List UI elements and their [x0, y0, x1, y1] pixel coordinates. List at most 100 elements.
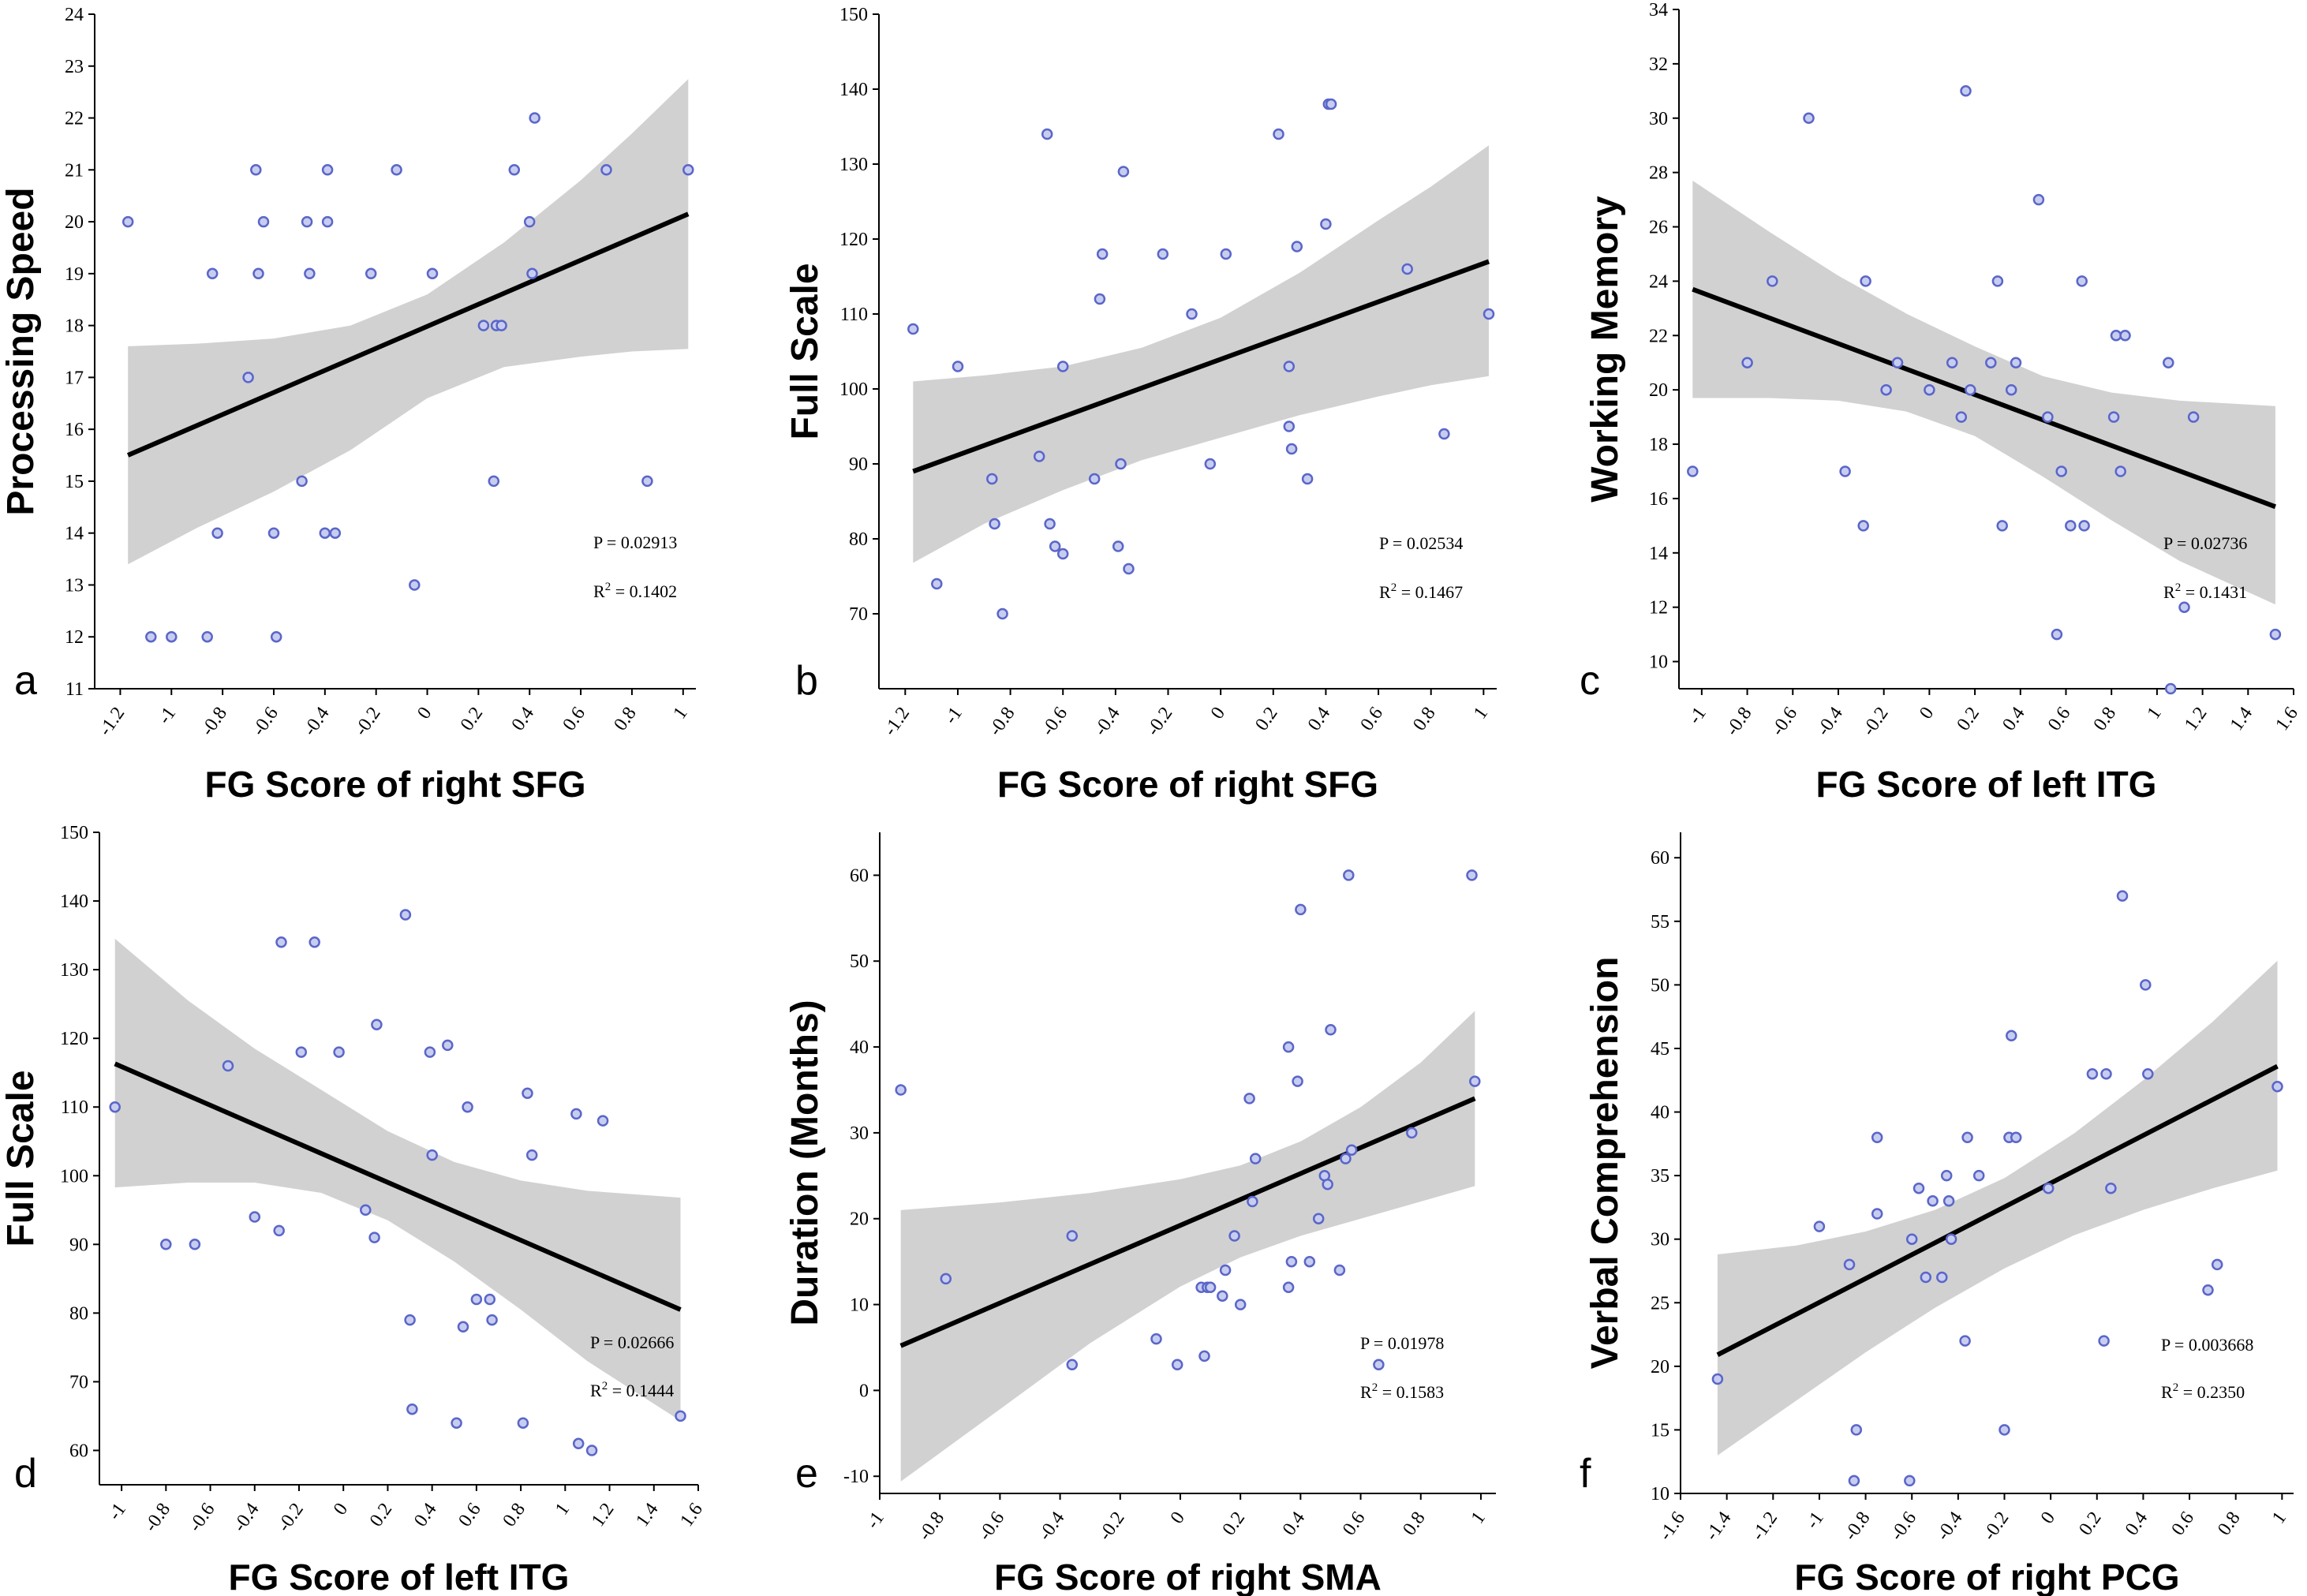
data-point — [996, 607, 1008, 620]
data-point — [1936, 1271, 1948, 1284]
x-tick-label: 0.8 — [610, 704, 641, 734]
data-point — [1401, 263, 1413, 275]
y-tick-label: 17 — [65, 368, 84, 388]
data-point — [1741, 357, 1753, 368]
y-tick-label: 70 — [69, 1372, 88, 1392]
data-point — [570, 1108, 582, 1120]
data-point — [488, 475, 500, 488]
data-point — [2107, 411, 2120, 423]
x-tick-label: 1.2 — [2181, 704, 2212, 734]
x-tick-label: 1.2 — [588, 1500, 619, 1531]
p-value: P = 0.02913 — [593, 533, 677, 552]
y-tick-label: 40 — [850, 1037, 869, 1058]
data-point — [1924, 383, 1935, 396]
x-tick-label: -0.6 — [1767, 704, 1801, 740]
data-point — [250, 164, 262, 176]
data-point — [409, 579, 421, 591]
x-tick-label: 1.6 — [676, 1500, 707, 1531]
x-tick-label: -0.2 — [274, 1500, 308, 1536]
data-point — [249, 1211, 261, 1223]
x-axis-label: FG Score of right SFG — [204, 764, 585, 805]
data-point — [1041, 128, 1053, 140]
data-point — [109, 1101, 121, 1113]
data-point — [1996, 520, 2008, 532]
x-axis-label: FG Score of right SFG — [997, 764, 1378, 805]
regression-line — [899, 1096, 1476, 1348]
r-squared: R2 = 0.1402 — [593, 581, 677, 601]
y-tick-label: 50 — [850, 951, 869, 972]
data-point — [1282, 1281, 1295, 1294]
data-point — [1204, 458, 1217, 470]
y-tick-label: 15 — [1651, 1420, 1669, 1441]
data-point — [424, 1046, 436, 1058]
data-point — [1972, 1169, 1985, 1182]
x-tick-label: 0.2 — [366, 1500, 397, 1531]
data-point — [319, 527, 331, 539]
y-tick-label: 80 — [849, 529, 868, 550]
data-point — [1117, 166, 1130, 178]
y-tick-label: 0 — [859, 1381, 869, 1401]
data-point — [321, 164, 334, 176]
data-point — [242, 372, 254, 383]
data-point — [523, 215, 536, 228]
y-tick-label: 30 — [850, 1123, 869, 1144]
x-tick-label: 0.4 — [1279, 1508, 1310, 1539]
x-tick-label: 0.2 — [1251, 704, 1282, 734]
data-point — [1340, 1153, 1352, 1164]
x-tick-label: 1.4 — [632, 1500, 663, 1531]
data-point — [2142, 1067, 2154, 1080]
data-point — [1999, 1424, 2010, 1436]
x-tick-label: 0.6 — [1339, 1508, 1370, 1539]
data-point — [1959, 1335, 1971, 1347]
data-point — [295, 1046, 308, 1058]
data-point — [451, 1417, 462, 1429]
x-tick-label: 0.4 — [2122, 1508, 2152, 1539]
data-point — [952, 361, 964, 372]
data-point — [1905, 1233, 1918, 1245]
data-point — [1273, 128, 1284, 140]
data-point — [1066, 1230, 1079, 1242]
data-point — [1285, 443, 1298, 455]
data-point — [1945, 1233, 1957, 1245]
x-tick-label: 0.2 — [1954, 704, 1984, 734]
data-point — [371, 1019, 383, 1030]
data-point — [1247, 1195, 1258, 1208]
data-point — [1942, 1195, 1955, 1207]
data-point — [1049, 540, 1061, 552]
y-axis-label: Verbal Comprehension — [1584, 957, 1626, 1370]
regression-line — [114, 1061, 682, 1312]
y-tick-label: 140 — [839, 80, 868, 100]
x-tick-label: 1 — [670, 704, 692, 723]
y-tick-label: 24 — [1649, 271, 1668, 292]
x-tick-label: -0.2 — [1979, 1508, 2013, 1545]
r-squared: R2 = 0.1467 — [1379, 581, 1463, 602]
x-tick-label: 0.8 — [499, 1500, 530, 1531]
regression-line — [1692, 286, 2276, 510]
y-tick-label: 19 — [65, 264, 84, 285]
panel-letter: f — [1580, 1451, 1591, 1497]
y-tick-label: 20 — [1649, 380, 1668, 401]
data-point — [1904, 1475, 1916, 1487]
data-point — [2042, 1182, 2055, 1194]
p-value: P = 0.02534 — [1379, 533, 1463, 553]
x-tick-label: -0.2 — [1859, 704, 1893, 740]
data-point — [1406, 1127, 1418, 1139]
regression-line — [126, 211, 690, 458]
y-tick-label: 110 — [61, 1097, 88, 1118]
data-point — [517, 1417, 529, 1429]
y-tick-label: 10 — [1651, 1484, 1669, 1504]
data-point — [391, 164, 402, 176]
p-value: P = 0.01978 — [1360, 1333, 1444, 1353]
x-tick-label: -0.4 — [230, 1500, 264, 1536]
data-point — [2100, 1067, 2112, 1080]
data-point — [1991, 275, 2004, 287]
y-tick-label: 45 — [1651, 1039, 1669, 1060]
data-point — [1857, 520, 1869, 532]
regression-line — [912, 259, 1490, 474]
y-tick-label: 120 — [60, 1029, 88, 1049]
data-point — [1204, 1281, 1217, 1294]
y-tick-label: 11 — [65, 679, 84, 700]
data-point — [1850, 1424, 1863, 1436]
data-point — [1343, 869, 1355, 881]
